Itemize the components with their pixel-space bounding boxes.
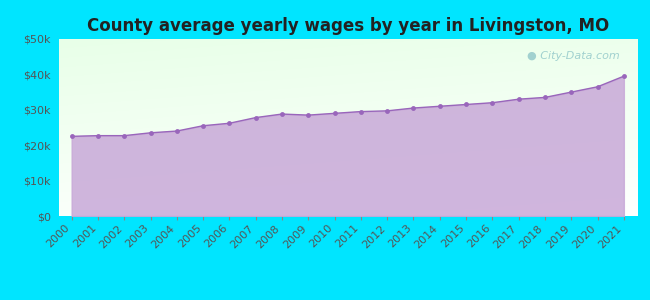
Text: ● City-Data.com: ● City-Data.com (527, 51, 619, 62)
Title: County average yearly wages by year in Livingston, MO: County average yearly wages by year in L… (86, 17, 609, 35)
